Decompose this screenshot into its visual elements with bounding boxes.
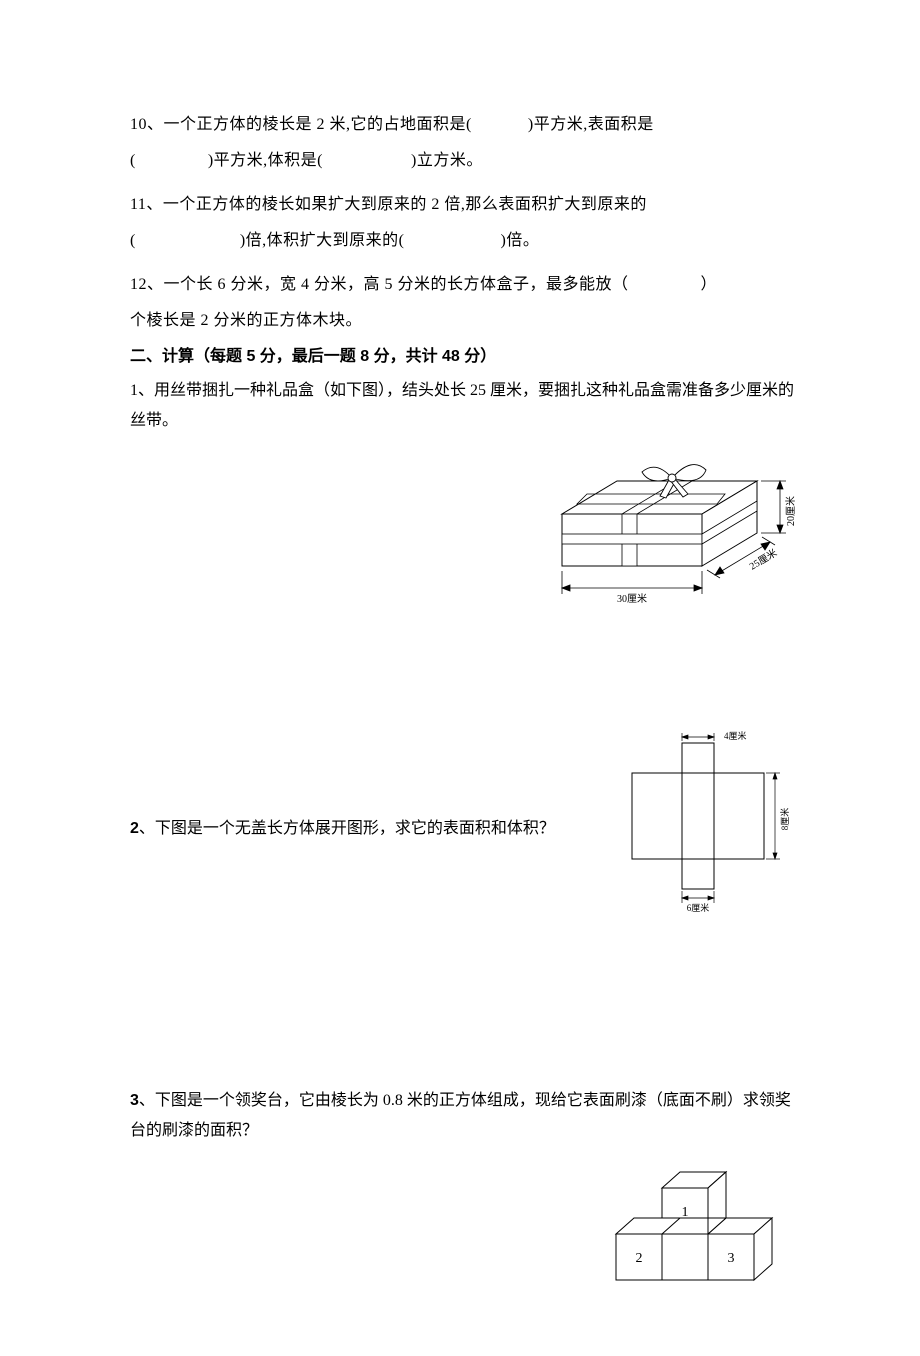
question-2: 2、下图是一个无盖长方体展开图形，求它的表面积和体积？ bbox=[130, 731, 802, 926]
question-10: 10、一个正方体的棱长是 2 米,它的占地面积是( )平方米,表面积是 bbox=[130, 110, 802, 140]
q3-t1: 、下图是一个领奖台，它由棱长为 0.8 米的正方体组成，现给它表面刷漆（底面不刷… bbox=[130, 1092, 791, 1139]
q12-t1: 一个长 6 分米，宽 4 分米，高 5 分米的长方体盒子，最多能放（ bbox=[164, 276, 629, 293]
q2-t1: 、下图是一个无盖长方体展开图形，求它的表面积和体积？ bbox=[139, 820, 555, 837]
q11-t1: 一个正方体的棱长如果扩大到原来的 2 倍,那么表面积扩大到原来的 bbox=[163, 196, 647, 213]
question-10-line2: ( )平方米,体积是( )立方米。 bbox=[130, 146, 802, 176]
q2-dim-h: 8厘米 bbox=[779, 808, 790, 831]
q10-t1: 一个正方体的棱长是 2 米,它的占地面积是( bbox=[164, 116, 472, 133]
q3-text: 3、下图是一个领奖台，它由棱长为 0.8 米的正方体组成，现给它表面刷漆（底面不… bbox=[130, 1086, 802, 1146]
q11-t3: )倍,体积扩大到原来的( bbox=[240, 232, 405, 249]
question-1: 1、用丝带捆扎一种礼品盒（如下图），结头处长 25 厘米，要捆扎这种礼品盒需准备… bbox=[130, 376, 802, 631]
q3-label-2: 2 bbox=[636, 1251, 643, 1266]
q11-t4: )倍。 bbox=[501, 232, 540, 249]
q2-num: 2 bbox=[130, 820, 139, 837]
q1-dim-depth: 25厘米 bbox=[747, 546, 779, 573]
q2-dim-w: 4厘米 bbox=[724, 731, 747, 741]
q1-text: 1、用丝带捆扎一种礼品盒（如下图），结头处长 25 厘米，要捆扎这种礼品盒需准备… bbox=[130, 376, 802, 436]
q1-dim-height: 20厘米 bbox=[784, 496, 797, 526]
q1-t1: 用丝带捆扎一种礼品盒（如下图），结头处长 25 厘米，要捆扎这种礼品盒需准备多少… bbox=[130, 382, 794, 429]
q3-label-3: 3 bbox=[728, 1251, 735, 1266]
q10-num: 10、 bbox=[130, 116, 164, 133]
q3-figure: 1 2 3 bbox=[130, 1146, 802, 1296]
question-12: 12、一个长 6 分米，宽 4 分米，高 5 分米的长方体盒子，最多能放（ ） bbox=[130, 270, 802, 300]
q11-t2: ( bbox=[130, 232, 136, 249]
q10-t2: )平方米,表面积是 bbox=[528, 116, 654, 133]
question-3: 3、下图是一个领奖台，它由棱长为 0.8 米的正方体组成，现给它表面刷漆（底面不… bbox=[130, 1086, 802, 1296]
q12-num: 12、 bbox=[130, 276, 164, 293]
section-2-text: 二、计算（每题 5 分，最后一题 8 分，共计 48 分） bbox=[130, 348, 496, 365]
q10-t5: )立方米。 bbox=[411, 152, 483, 169]
q1-figure: 30厘米 25厘米 20厘米 bbox=[130, 436, 802, 631]
q10-t4: )平方米,体积是( bbox=[208, 152, 323, 169]
section-2-heading: 二、计算（每题 5 分，最后一题 8 分，共计 48 分） bbox=[130, 342, 802, 372]
q1-dim-width: 30厘米 bbox=[617, 592, 647, 605]
q2-dim-d: 6厘米 bbox=[687, 902, 710, 913]
q12-t3: 个棱长是 2 分米的正方体木块。 bbox=[130, 312, 362, 329]
question-12-line2: 个棱长是 2 分米的正方体木块。 bbox=[130, 306, 802, 336]
q11-num: 11、 bbox=[130, 196, 163, 213]
q2-figure: 4厘米 8厘米 6厘米 bbox=[612, 731, 802, 926]
q10-t3: ( bbox=[130, 152, 136, 169]
q1-num: 1、 bbox=[130, 382, 154, 399]
question-11: 11、一个正方体的棱长如果扩大到原来的 2 倍,那么表面积扩大到原来的 bbox=[130, 190, 802, 220]
q3-num: 3 bbox=[130, 1092, 139, 1109]
q3-label-1: 1 bbox=[682, 1205, 689, 1220]
q12-t2: ） bbox=[701, 276, 718, 293]
question-11-line2: ( )倍,体积扩大到原来的( )倍。 bbox=[130, 226, 802, 256]
